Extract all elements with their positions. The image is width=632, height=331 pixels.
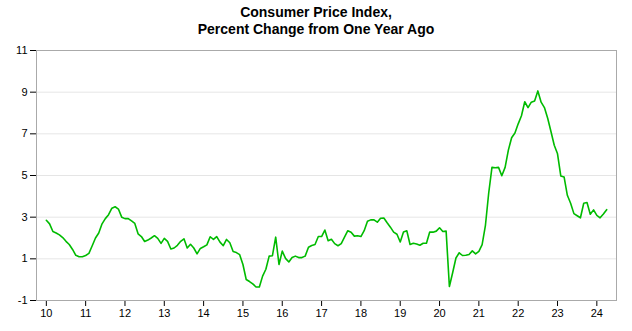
svg-text:10: 10 [40, 307, 52, 319]
svg-text:20: 20 [433, 307, 445, 319]
svg-text:23: 23 [551, 307, 563, 319]
svg-text:18: 18 [355, 307, 367, 319]
svg-text:-1: -1 [18, 294, 28, 306]
svg-text:5: 5 [21, 169, 27, 181]
svg-text:17: 17 [315, 307, 327, 319]
svg-text:3: 3 [21, 211, 27, 223]
svg-text:1: 1 [21, 252, 27, 264]
svg-text:21: 21 [473, 307, 485, 319]
svg-text:22: 22 [512, 307, 524, 319]
html-text:Consumer Price Index, Percent: Consumer Price Index, Percent Change fro… [197, 4, 435, 37]
svg-text:24: 24 [591, 307, 603, 319]
svg-text:13: 13 [158, 307, 170, 319]
svg-text:11: 11 [16, 44, 27, 56]
svg-text:11: 11 [80, 307, 91, 319]
svg-text:9: 9 [21, 86, 27, 98]
svg-text:16: 16 [276, 307, 288, 319]
svg-text:19: 19 [394, 307, 406, 319]
svg-text:12: 12 [119, 307, 131, 319]
svg-text:15: 15 [237, 307, 249, 319]
svg-text:7: 7 [21, 127, 27, 139]
svg-text:14: 14 [197, 307, 209, 319]
